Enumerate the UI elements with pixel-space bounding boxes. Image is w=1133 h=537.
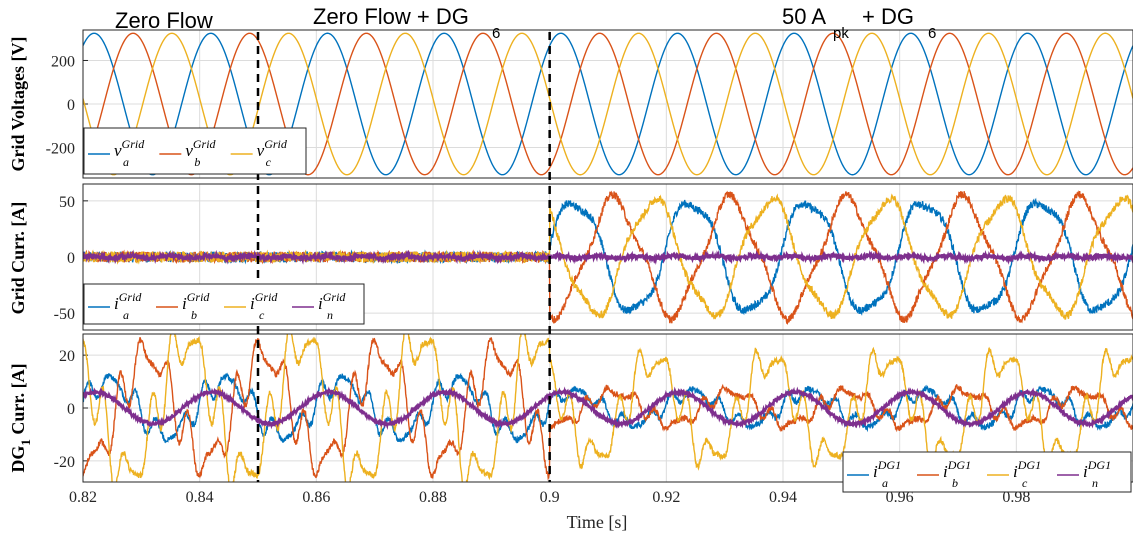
region-label-50apk: 50 A — [782, 4, 826, 29]
x-axis-label: Time [s] — [567, 512, 628, 532]
legend-entry-sub: b — [191, 308, 197, 322]
legend-entry: vGrid — [185, 137, 216, 160]
legend-entry-sub: c — [266, 155, 272, 169]
x-tick-label: 0.88 — [419, 489, 447, 506]
y-tick-label: 20 — [59, 348, 75, 365]
series-line-1-3 — [83, 249, 1133, 266]
legend-entry: iGrid — [318, 290, 346, 313]
region-label-zero-flow-dg-sub: 6 — [492, 25, 500, 42]
x-tick-label: 0.82 — [69, 489, 97, 506]
legend-entry: iDG1 — [1083, 458, 1111, 481]
x-tick-label: 0.94 — [769, 489, 797, 506]
y-tick-label: -20 — [54, 454, 75, 471]
x-tick-label: 0.84 — [186, 489, 214, 506]
legend-entry-sub: a — [123, 155, 129, 169]
legend-entry-sub: n — [1092, 476, 1098, 490]
legend-entry: iDG1 — [943, 458, 971, 481]
region-label-50apk-sub: pk — [833, 25, 849, 42]
legend-entry: iGrid — [182, 290, 210, 313]
x-tick-label: 0.86 — [302, 489, 330, 506]
legend-entry: iGrid — [250, 290, 278, 313]
region-label-zero-flow-dg: Zero Flow + DG — [313, 4, 469, 29]
series-line-2-1 — [83, 336, 1133, 481]
series-line-0-1 — [83, 32, 1133, 176]
y-tick-label: 200 — [51, 53, 75, 70]
legend-entry-sub: a — [882, 476, 888, 490]
legend-entry: vGrid — [257, 137, 288, 160]
series-line-2-3 — [83, 386, 1133, 431]
legend-entry-sub: a — [123, 308, 129, 322]
y-axis-label-dg-current-sub: 1 — [18, 439, 33, 446]
panel-frame — [82, 333, 1133, 483]
region-label-50apk-dg-sub: 6 — [928, 25, 936, 42]
y-tick-label: 0 — [67, 401, 75, 418]
y-tick-label: -200 — [46, 141, 75, 158]
legend-entry-sub: n — [327, 308, 333, 322]
region-label-50apk-dg: + DG — [862, 4, 914, 29]
x-tick-label: 0.98 — [1002, 489, 1030, 506]
panel-frame — [82, 183, 1133, 331]
y-axis-label-dg-current: DG1 Curr. [A] — [8, 363, 33, 472]
legend-entry-sub: c — [259, 308, 265, 322]
x-tick-label: 0.9 — [540, 489, 560, 506]
legend-entry: iDG1 — [1013, 458, 1041, 481]
y-tick-label: -50 — [54, 306, 75, 323]
y-tick-label: 50 — [59, 194, 75, 211]
legend-entry: iGrid — [114, 290, 142, 313]
legend-entry: vGrid — [114, 137, 145, 160]
legend-entry-sub: c — [1022, 476, 1028, 490]
y-axis-label-grid-current: Grid Curr. [A] — [8, 202, 28, 315]
y-axis-label-dg-current-base: DG — [8, 446, 28, 473]
y-axis-label-dg-current-rest: Curr. [A] — [8, 363, 28, 439]
y-tick-label: 0 — [67, 250, 75, 267]
y-axis-label-voltage: Grid Voltages [V] — [8, 37, 28, 172]
panel-frame — [82, 29, 1133, 179]
x-tick-label: 0.96 — [886, 489, 914, 506]
region-label-zero-flow: Zero Flow — [115, 8, 213, 33]
x-tick-label: 0.92 — [652, 489, 680, 506]
legend-entry: iDG1 — [873, 458, 901, 481]
y-tick-label: 0 — [67, 97, 75, 114]
legend-entry-sub: b — [952, 476, 958, 490]
legend-entry-sub: b — [194, 155, 200, 169]
